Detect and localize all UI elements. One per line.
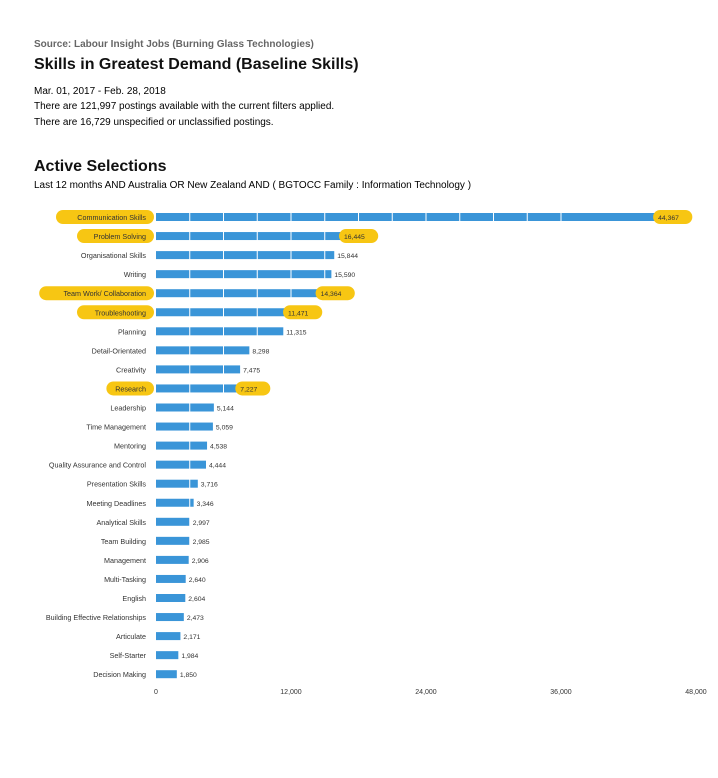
active-selections-title: Active Selections — [34, 158, 167, 175]
bar — [156, 384, 238, 393]
value-label: 1,984 — [181, 653, 198, 660]
category-label: Articulate — [116, 632, 146, 641]
value-label: 3,346 — [197, 501, 214, 508]
category-label: Research — [115, 384, 146, 393]
category-label: Decision Making — [93, 670, 146, 679]
report-title: Skills in Greatest Demand (Baseline Skil… — [34, 56, 359, 73]
bar — [156, 651, 179, 660]
bar — [156, 327, 284, 336]
postings-count-text: There are 121,997 postings available wit… — [34, 101, 335, 112]
bar — [156, 403, 214, 412]
value-label: 2,171 — [183, 634, 200, 641]
value-label: 7,227 — [240, 386, 257, 393]
value-highlight — [283, 305, 323, 320]
category-label: Problem Solving — [94, 232, 146, 241]
value-label: 2,997 — [193, 520, 210, 527]
category-label: Management — [104, 556, 146, 565]
category-label: Troubleshooting — [95, 308, 146, 317]
bar — [156, 517, 190, 526]
category-label: Team Building — [101, 537, 146, 546]
value-label: 2,640 — [189, 577, 206, 584]
active-selections-description: Last 12 months AND Australia OR New Zeal… — [34, 180, 472, 191]
value-label: 7,475 — [243, 367, 260, 374]
x-tick-label: 24,000 — [415, 689, 437, 696]
bar — [156, 574, 186, 583]
bar — [156, 232, 342, 241]
value-highlight — [653, 210, 693, 224]
category-label: Mentoring — [114, 442, 146, 451]
category-label: Team Work/ Collaboration — [63, 289, 146, 298]
source-note: Source: Labour Insight Jobs (Burning Gla… — [34, 39, 314, 50]
category-label: Planning — [118, 327, 146, 336]
category-label: Time Management — [86, 423, 146, 432]
bar — [156, 498, 194, 507]
bar — [156, 632, 181, 641]
bar — [156, 213, 656, 221]
category-label: Leadership — [110, 404, 146, 413]
bar — [156, 441, 208, 450]
category-label: Multi-Tasking — [104, 575, 146, 584]
category-label: Writing — [124, 270, 146, 279]
category-highlight — [39, 286, 155, 301]
bar — [156, 251, 335, 260]
value-label: 5,144 — [217, 406, 234, 413]
value-highlight — [235, 381, 271, 396]
bar — [156, 536, 190, 545]
category-label: Organisational Skills — [81, 251, 147, 260]
value-label: 1,850 — [180, 672, 197, 679]
date-range: Mar. 01, 2017 - Feb. 28, 2018 — [34, 86, 166, 97]
category-label: Analytical Skills — [96, 518, 146, 527]
bar — [156, 270, 332, 279]
value-label: 2,906 — [192, 558, 209, 565]
bar — [156, 460, 206, 469]
category-highlight — [106, 381, 154, 396]
category-label: Detail-Orientated — [92, 346, 146, 355]
value-highlight — [339, 229, 379, 244]
bar — [156, 422, 213, 431]
category-label: Creativity — [116, 365, 146, 374]
bar — [156, 613, 184, 622]
category-label: Meeting Deadlines — [86, 499, 146, 508]
category-label: Quality Assurance and Control — [49, 461, 146, 470]
bar — [156, 289, 318, 298]
value-highlight — [315, 286, 355, 301]
x-tick-label: 36,000 — [550, 689, 572, 696]
value-label: 11,315 — [286, 329, 307, 336]
category-highlight — [77, 229, 154, 244]
category-label: Presentation Skills — [87, 480, 147, 489]
value-label: 4,538 — [210, 444, 227, 451]
value-label: 16,445 — [344, 234, 365, 241]
value-label: 2,604 — [188, 596, 205, 603]
bar — [156, 346, 250, 355]
value-label: 8,298 — [252, 348, 269, 355]
value-label: 44,367 — [658, 215, 679, 222]
unspecified-count-text: There are 16,729 unspecified or unclassi… — [34, 117, 274, 128]
value-label: 5,059 — [216, 425, 233, 432]
category-highlight — [77, 305, 154, 320]
category-label: Self-Starter — [110, 651, 147, 660]
category-highlight — [56, 210, 154, 224]
value-label: 4,444 — [209, 463, 226, 470]
bar — [156, 365, 241, 374]
bar — [156, 555, 189, 564]
value-label: 15,844 — [337, 253, 358, 260]
bar — [156, 670, 177, 679]
x-tick-label: 48,000 — [685, 689, 707, 696]
skills-bar-chart: Communication Skills 44,367 Problem Solvin… — [39, 210, 707, 696]
category-label: Building Effective Relationships — [46, 613, 147, 622]
value-label: 2,473 — [187, 615, 204, 622]
bar — [156, 308, 286, 317]
value-label: 2,985 — [193, 539, 210, 546]
value-label: 3,716 — [201, 482, 218, 489]
x-tick-label: 0 — [154, 689, 158, 696]
value-label: 15,590 — [334, 272, 355, 279]
bar — [156, 479, 198, 488]
x-tick-label: 12,000 — [280, 689, 302, 696]
value-label: 11,471 — [288, 310, 309, 317]
bar — [156, 594, 186, 602]
category-label: Communication Skills — [77, 213, 146, 222]
value-label: 14,364 — [321, 291, 342, 298]
category-label: English — [122, 594, 146, 603]
